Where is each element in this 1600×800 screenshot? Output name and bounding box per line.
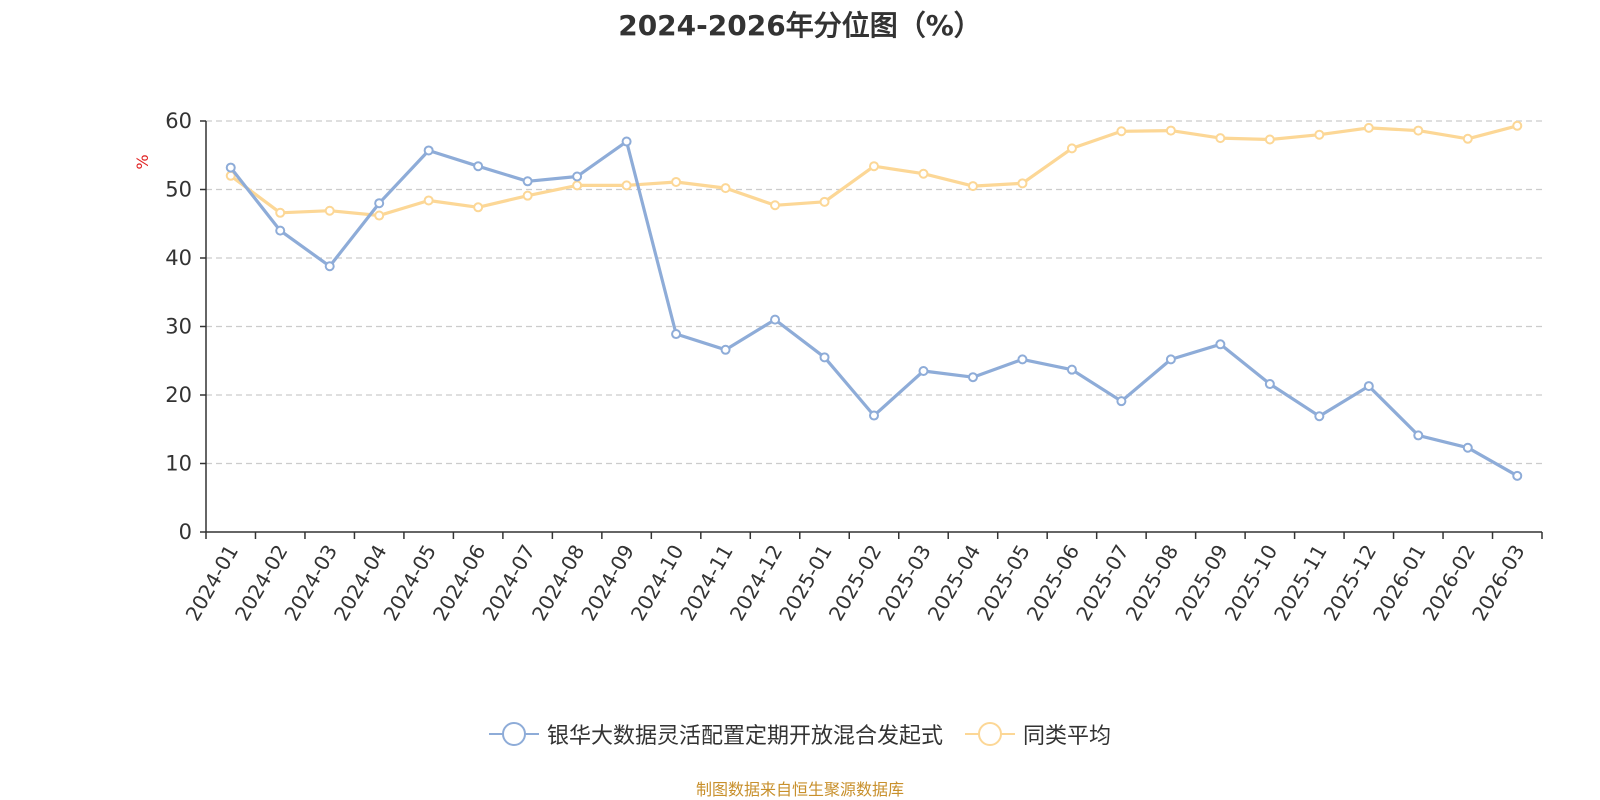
series-1-point-2026-01[interactable] [1413,125,1424,136]
series-0-point-2025-02[interactable] [869,410,879,421]
series-1-point-2025-02[interactable] [869,161,879,172]
series-0-point-2024-09[interactable] [621,136,632,147]
series-0-point-2024-05[interactable] [423,145,434,156]
series-1-point-2026-03[interactable] [1512,120,1523,131]
series-1-point-2025-03[interactable] [918,168,929,179]
y-tick-label-40: 40 [165,246,192,270]
series-0-point-2026-01[interactable] [1413,430,1424,441]
series-0-point-2024-11[interactable] [720,344,731,355]
series-0-point-2024-07[interactable] [522,176,533,187]
series-1-point-2026-02[interactable] [1462,133,1473,144]
series-0-point-2025-08[interactable] [1165,354,1176,365]
series-1-point-2024-10[interactable] [671,176,682,187]
series-1-point-2025-05[interactable] [1017,178,1028,189]
legend-label-fund: 银华大数据灵活配置定期开放混合发起式 [546,724,943,749]
series-0-point-2024-12[interactable] [770,314,781,325]
series-0-point-2025-12[interactable] [1363,381,1374,392]
series-1-point-2025-01[interactable] [819,196,830,207]
series-0-point-2024-02[interactable] [275,225,286,236]
series-0-point-2025-05[interactable] [1017,354,1028,365]
series-1-point-2024-03[interactable] [324,205,335,216]
series-0-point-2025-10[interactable] [1264,379,1275,390]
series-1-point-2024-02[interactable] [275,207,286,218]
series-1-point-2024-12[interactable] [770,200,781,211]
y-tick-label-20: 20 [165,383,192,407]
series-1-point-2024-04[interactable] [374,210,385,221]
y-tick-label-10: 10 [165,452,192,476]
series-0-point-2024-06[interactable] [473,161,484,172]
series-1-point-2025-08[interactable] [1165,125,1176,136]
y-tick-label-50: 50 [165,178,192,202]
y-tick-label-30: 30 [165,315,192,339]
series-0-point-2026-02[interactable] [1462,442,1473,453]
series-0-point-2024-03[interactable] [324,261,335,272]
series-line-0 [229,140,1519,478]
series-0-point-2025-11[interactable] [1314,411,1325,422]
series-1-point-2025-09[interactable] [1215,133,1226,144]
series-0-point-2024-04[interactable] [374,198,385,209]
series-1-point-2025-06[interactable] [1066,143,1077,154]
series-0-point-2024-10[interactable] [671,329,682,340]
series-0-point-2026-03[interactable] [1512,470,1523,481]
series-0-point-2024-01[interactable] [225,162,236,173]
series-1-point-2025-11[interactable] [1314,129,1325,140]
series-0-point-2025-07[interactable] [1116,396,1127,407]
series-1-point-2025-10[interactable] [1264,134,1275,145]
legend-label-peer-average: 同类平均 [1023,724,1112,749]
legend-item-fund[interactable]: 银华大数据灵活配置定期开放混合发起式 [488,718,943,750]
series-0-point-2025-03[interactable] [918,366,929,377]
series-0-point-2025-06[interactable] [1066,364,1077,375]
series-0-point-2025-09[interactable] [1215,339,1226,350]
series-1-point-2024-08[interactable] [572,180,583,191]
y-axis-label: % [133,154,152,169]
legend-swatch-peer-average-icon [965,722,1015,746]
series-0-point-2025-04[interactable] [967,372,978,383]
series-1-point-2025-04[interactable] [967,181,978,192]
series-1-point-2025-12[interactable] [1363,122,1374,133]
series-0-point-2025-01[interactable] [819,352,830,363]
series-0-point-2024-08[interactable] [572,171,583,182]
series-1-point-2024-05[interactable] [423,195,434,206]
chart-title: 2024-2026年分位图（%） [618,9,982,42]
y-tick-label-60: 60 [165,109,192,133]
series-1-point-2024-07[interactable] [522,190,533,201]
legend-swatch-fund-icon [488,722,539,746]
series-1-point-2025-07[interactable] [1116,126,1127,137]
legend-item-peer-average[interactable]: 同类平均 [965,718,1111,750]
data-source-note: 制图数据来自恒生聚源数据库 [695,780,904,799]
series-1-point-2024-11[interactable] [720,183,731,194]
series-1-point-2024-09[interactable] [621,180,632,191]
series-1-point-2024-06[interactable] [473,202,484,213]
legend: 银华大数据灵活配置定期开放混合发起式 同类平均 [0,718,1600,750]
y-tick-label-0: 0 [179,520,192,544]
